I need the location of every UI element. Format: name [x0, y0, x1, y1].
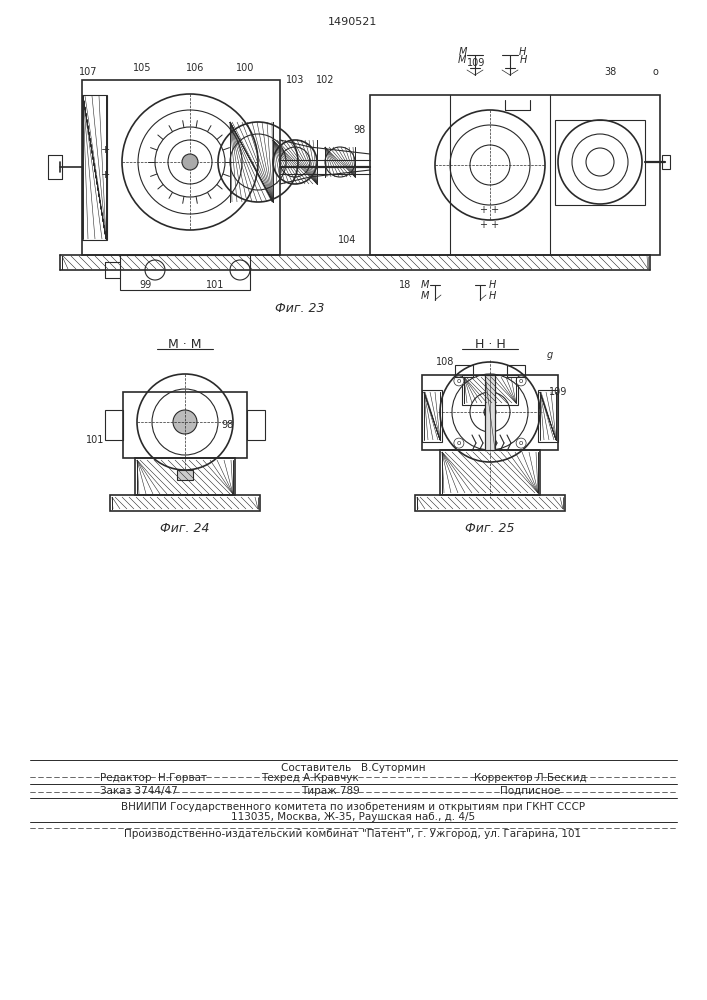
Text: Корректор Л.Бескид: Корректор Л.Бескид	[474, 773, 586, 783]
Bar	[555, 120, 645, 205]
Text: 106: 106	[186, 63, 204, 73]
Bar	[370, 95, 660, 255]
Text: 103: 103	[286, 75, 304, 85]
Text: +: +	[100, 145, 110, 155]
Text: М: М	[458, 55, 466, 65]
Bar	[455, 365, 473, 377]
Circle shape	[173, 410, 197, 434]
Text: g: g	[547, 350, 553, 360]
Bar	[110, 495, 260, 511]
Text: o: o	[457, 440, 461, 446]
Bar	[123, 392, 247, 458]
Bar	[82, 95, 107, 240]
Text: М: М	[421, 291, 429, 301]
Bar	[462, 375, 518, 405]
Bar	[538, 390, 558, 442]
Text: ВНИИПИ Государственного комитета по изобретениям и открытиям при ГКНТ СССР: ВНИИПИ Государственного комитета по изоб…	[121, 802, 585, 812]
Text: 107: 107	[78, 67, 98, 77]
Bar	[422, 390, 442, 442]
Text: 1490521: 1490521	[328, 17, 378, 27]
Text: Н: Н	[520, 55, 527, 65]
Text: 99: 99	[139, 280, 151, 290]
Bar	[135, 458, 235, 495]
Text: 109: 109	[467, 58, 485, 68]
Text: 104: 104	[338, 235, 356, 245]
Text: 108: 108	[436, 357, 454, 367]
Circle shape	[182, 154, 198, 170]
Text: 100: 100	[236, 63, 255, 73]
Text: Фиг. 23: Фиг. 23	[275, 302, 325, 314]
Text: о: о	[652, 67, 658, 77]
Text: 102: 102	[316, 75, 334, 85]
Circle shape	[454, 438, 464, 448]
Text: o: o	[457, 378, 461, 384]
Text: Заказ 3744/47: Заказ 3744/47	[100, 786, 177, 796]
Text: М · М: М · М	[168, 338, 201, 352]
Bar	[120, 255, 250, 290]
Text: Составитель   В.Сутормин: Составитель В.Сутормин	[281, 763, 426, 773]
Circle shape	[516, 438, 526, 448]
Text: Редактор  Н.Горват: Редактор Н.Горват	[100, 773, 207, 783]
Text: Производственно-издательский комбинат "Патент", г. Ужгород, ул. Гагарина, 101: Производственно-издательский комбинат "П…	[124, 829, 582, 839]
Text: 113035, Москва, Ж-35, Раушская наб., д. 4/5: 113035, Москва, Ж-35, Раушская наб., д. …	[231, 812, 475, 822]
Circle shape	[454, 376, 464, 386]
Text: 105: 105	[133, 63, 151, 73]
Text: М: М	[421, 280, 429, 290]
Text: +: +	[100, 170, 110, 180]
Bar	[662, 155, 670, 169]
Bar	[82, 80, 280, 255]
Text: Техред А.Кравчук: Техред А.Кравчук	[261, 773, 359, 783]
Bar	[177, 470, 193, 480]
Text: Н: Н	[518, 47, 526, 57]
Text: o: o	[519, 440, 523, 446]
Circle shape	[516, 376, 526, 386]
Text: Подписное: Подписное	[500, 786, 560, 796]
Text: 98: 98	[221, 420, 233, 430]
Text: Тираж 789: Тираж 789	[300, 786, 359, 796]
Text: + +: + +	[481, 220, 500, 230]
Text: 101: 101	[86, 435, 104, 445]
Text: 18: 18	[399, 280, 411, 290]
Bar	[440, 450, 540, 495]
Bar	[485, 375, 495, 450]
Circle shape	[484, 406, 496, 418]
Text: 98: 98	[354, 125, 366, 135]
Text: 109: 109	[549, 387, 567, 397]
Bar	[485, 375, 495, 450]
Text: Фиг. 25: Фиг. 25	[465, 522, 515, 534]
Text: 38: 38	[604, 67, 616, 77]
Text: o: o	[519, 378, 523, 384]
Bar	[507, 365, 525, 377]
Text: Н: Н	[489, 291, 496, 301]
Text: + +: + +	[481, 205, 500, 215]
Text: Н · Н: Н · Н	[474, 338, 506, 352]
Text: 101: 101	[206, 280, 224, 290]
Bar	[422, 375, 558, 450]
Text: М: М	[459, 47, 467, 57]
Bar	[415, 495, 565, 511]
Bar	[105, 410, 123, 440]
Text: Н: Н	[489, 280, 496, 290]
Bar	[247, 410, 265, 440]
Text: Фиг. 24: Фиг. 24	[160, 522, 210, 534]
